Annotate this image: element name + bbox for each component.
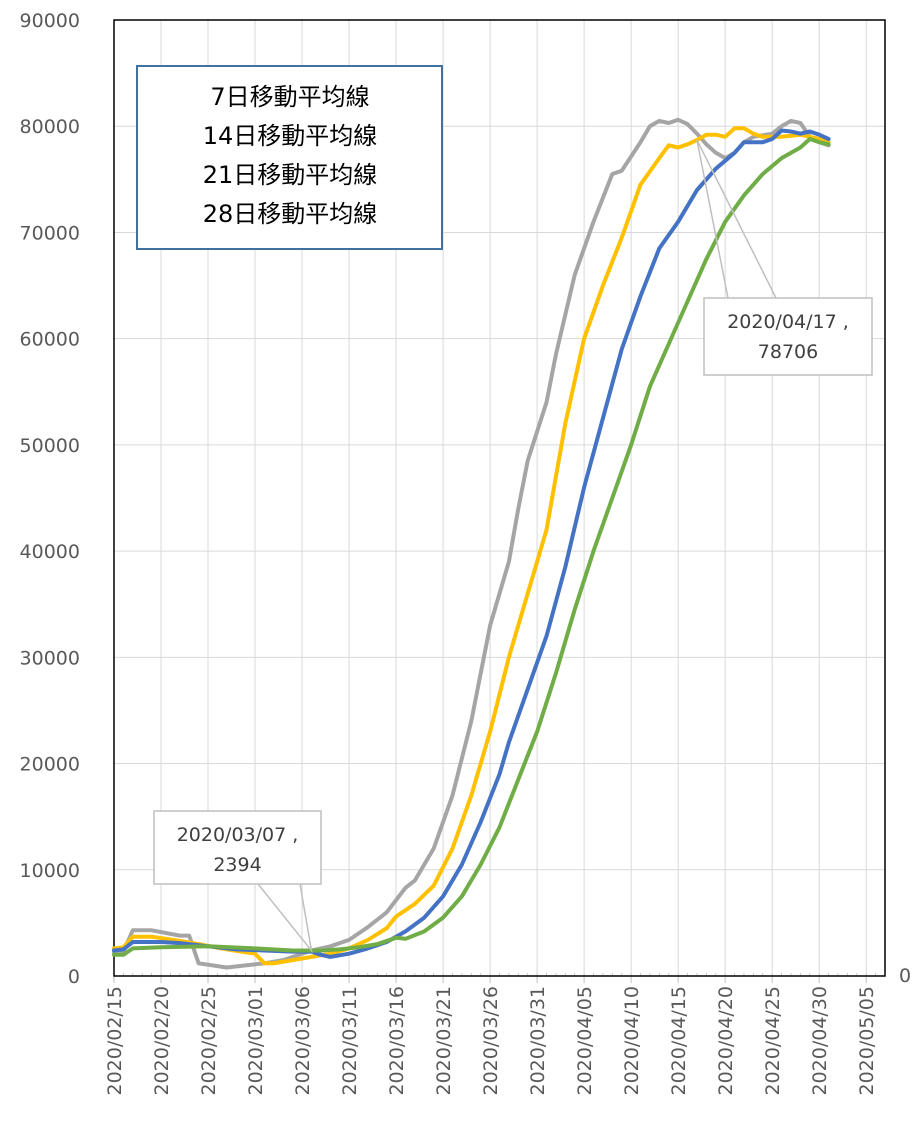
y-axis: 0 10000 20000 30000 40000 50000 60000 70000 8000… (20, 10, 80, 988)
x-tick-label: 2020/03/26 (480, 986, 502, 1096)
y-tick-label: 60000 (20, 329, 80, 351)
x-tick-label: 2020/03/06 (292, 986, 314, 1096)
callout-box (153, 810, 322, 885)
y-tick-label: 0 (68, 966, 80, 988)
y-tick-label: 10000 (20, 860, 80, 882)
legend-entry-7day: 7日移動平均線 (210, 83, 369, 111)
x-tick-label: 2020/03/31 (527, 986, 549, 1096)
plot-area-frame (113, 19, 886, 977)
x-tick-label: 2020/04/25 (762, 986, 784, 1096)
x-tick-label: 2020/02/25 (198, 986, 220, 1096)
callout-box (703, 297, 873, 376)
y-tick-label: 90000 (20, 10, 80, 32)
x-tick-label: 2020/05/05 (856, 986, 878, 1096)
x-tick-label: 2020/04/20 (715, 986, 737, 1096)
x-tick-label: 2020/04/10 (621, 986, 643, 1096)
legend-entry-21day: 21日移動平均線 (203, 161, 378, 189)
legend-entry-14day: 14日移動平均線 (203, 122, 378, 150)
y-tick-label: 40000 (20, 541, 80, 563)
x-tick-label: 2020/03/16 (386, 986, 408, 1096)
x-tick-label: 2020/03/21 (433, 986, 455, 1096)
x-tick-label: 2020/04/05 (574, 986, 596, 1096)
callouts: 2020/03/07 , 2394 2020/04/17 , 78706 (153, 139, 873, 954)
series-line-4 (112, 137, 831, 957)
y-tick-label: 50000 (20, 435, 80, 457)
x-tick-label: 2020/03/11 (339, 986, 361, 1096)
callout-label-line1: 2020/03/07 , (177, 824, 299, 846)
right-axis-label: 0 (899, 965, 911, 987)
x-tick-label: 2020/03/01 (245, 986, 267, 1096)
legend: 7日移動平均線 14日移動平均線 21日移動平均線 28日移動平均線 (136, 65, 443, 250)
y-tick-label: 80000 (20, 116, 80, 138)
callout-label-line2: 78706 (758, 341, 818, 363)
callout-label-line2: 2394 (213, 854, 261, 876)
y-tick-label: 20000 (20, 754, 80, 776)
series-line-2 (112, 126, 831, 966)
y-tick-label: 30000 (20, 647, 80, 669)
x-tick-label: 2020/04/30 (809, 986, 831, 1096)
legend-box (136, 65, 443, 250)
y-tick-label: 70000 (20, 222, 80, 244)
callout-leader (696, 139, 777, 299)
x-tick-label: 2020/02/20 (151, 986, 173, 1096)
legend-entry-28day: 28日移動平均線 (203, 200, 378, 228)
series-lines (112, 117, 831, 970)
x-axis: 2020/02/15 2020/02/20 2020/02/25 2020/03/01… (104, 973, 878, 1096)
x-tick-label: 2020/02/15 (104, 986, 126, 1096)
x-tick-label: 2020/04/15 (668, 986, 690, 1096)
callout-label-line1: 2020/04/17 , (727, 311, 849, 333)
callout-leader (257, 883, 313, 954)
